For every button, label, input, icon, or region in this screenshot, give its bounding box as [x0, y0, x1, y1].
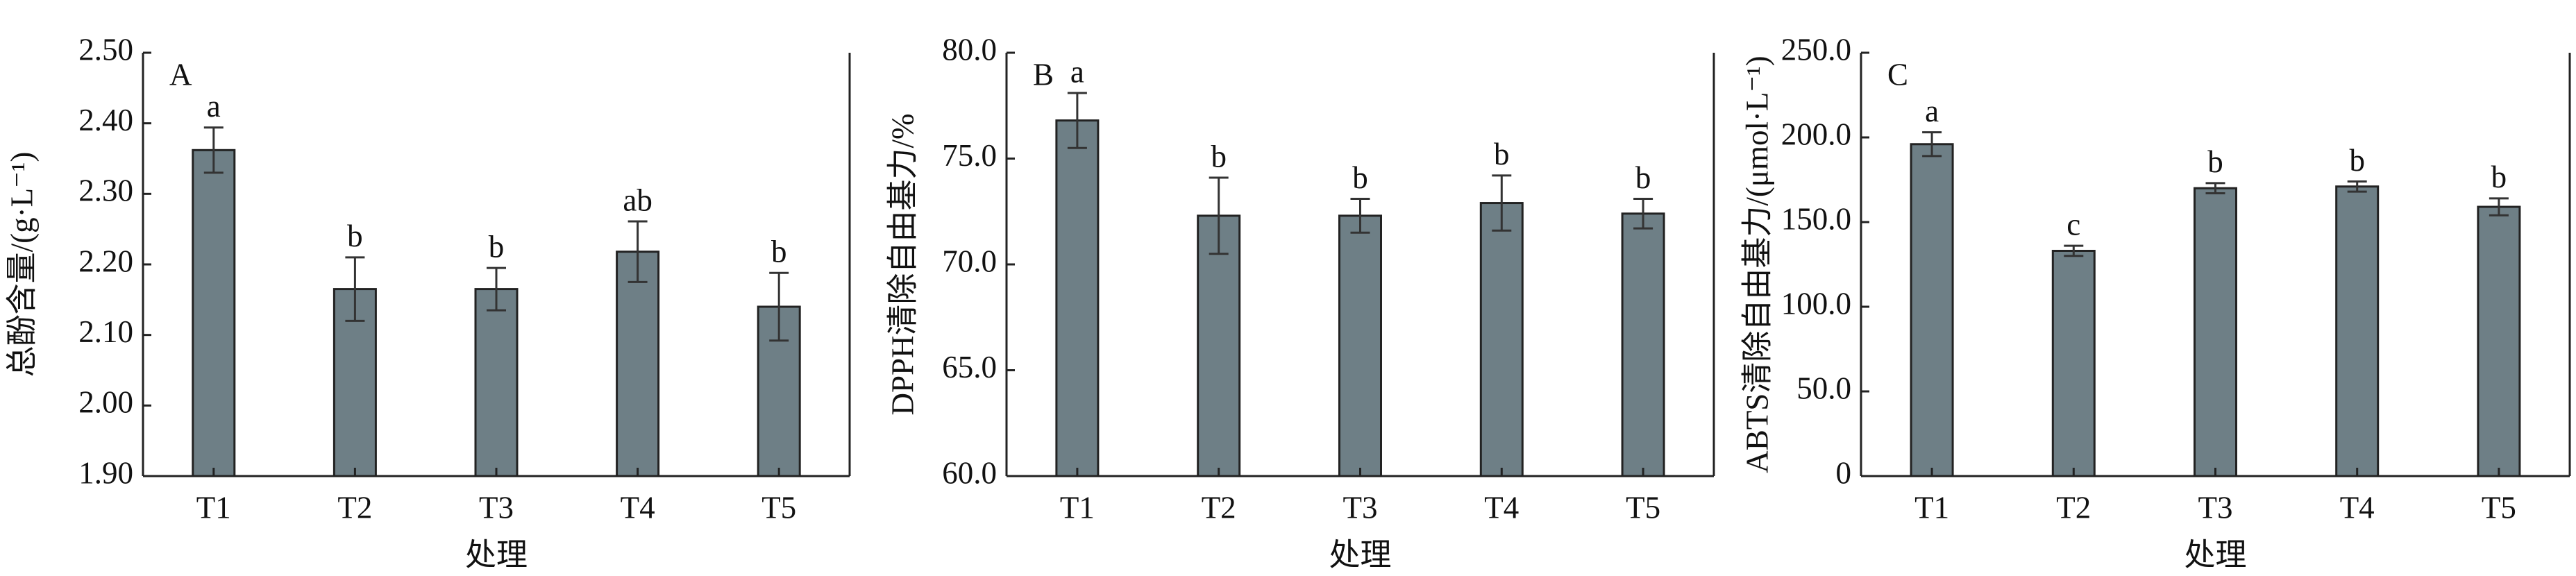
- y-tick-label: 100.0: [1781, 286, 1851, 321]
- x-tick-label: T2: [2056, 490, 2091, 525]
- x-tick-label: T4: [2340, 490, 2375, 525]
- x-axis-label: 处理: [2184, 537, 2246, 572]
- significance-letter: b: [1635, 160, 1651, 195]
- panel-label: A: [169, 57, 192, 92]
- x-tick-label: T3: [1343, 490, 1378, 525]
- significance-letter: b: [1494, 137, 1510, 171]
- significance-letter: a: [207, 89, 221, 124]
- significance-letter: b: [771, 235, 787, 269]
- bar: [616, 251, 660, 477]
- bar: [192, 149, 236, 477]
- bar: [1197, 214, 1241, 477]
- significance-letter: b: [2349, 143, 2365, 178]
- x-tick-label: T4: [1484, 490, 1519, 525]
- significance-letter: c: [2066, 207, 2080, 242]
- bar: [2194, 187, 2237, 477]
- x-tick-label: T2: [337, 490, 372, 525]
- bar: [2477, 205, 2521, 477]
- bar: [1055, 119, 1100, 477]
- significance-letter: ab: [623, 183, 652, 217]
- y-tick-label: 80.0: [942, 32, 997, 67]
- significance-letter: b: [347, 219, 363, 253]
- x-axis-label: 处理: [465, 537, 528, 572]
- y-tick-label: 75.0: [942, 138, 997, 173]
- significance-letter: a: [1925, 94, 1939, 128]
- panel-label: B: [1033, 57, 1054, 92]
- x-tick-label: T2: [1202, 490, 1236, 525]
- x-tick-label: T5: [1626, 490, 1660, 525]
- y-tick-label: 1.90: [78, 455, 133, 490]
- y-axis-label: 总酚含量/(g·L⁻¹): [4, 152, 39, 378]
- x-tick-label: T1: [1914, 490, 1949, 525]
- x-tick-label: T1: [1060, 490, 1095, 525]
- y-axis-label: DPPH清除自由基力/%: [885, 113, 920, 415]
- x-tick-label: T4: [621, 490, 655, 525]
- y-tick-label: 150.0: [1781, 201, 1851, 236]
- y-tick-label: 2.50: [78, 32, 133, 67]
- bar: [1910, 143, 1954, 477]
- bar: [474, 288, 519, 477]
- y-tick-label: 2.20: [78, 244, 133, 278]
- x-tick-label: T3: [479, 490, 514, 525]
- significance-letter: a: [1070, 54, 1084, 89]
- significance-letter: b: [489, 229, 505, 264]
- bar: [1338, 214, 1382, 477]
- bar: [1479, 202, 1524, 477]
- significance-letter: b: [2207, 144, 2223, 179]
- bar: [1621, 212, 1665, 477]
- x-tick-label: T3: [2198, 490, 2233, 525]
- y-tick-label: 250.0: [1781, 32, 1851, 67]
- y-tick-label: 200.0: [1781, 117, 1851, 151]
- significance-letter: b: [2491, 160, 2507, 194]
- y-tick-label: 50.0: [1796, 371, 1851, 405]
- y-tick-label: 2.10: [78, 314, 133, 349]
- x-axis-label: 处理: [1329, 537, 1391, 572]
- x-tick-label: T1: [196, 490, 231, 525]
- significance-letter: b: [1352, 160, 1368, 195]
- bar: [2051, 249, 2096, 477]
- significance-letter: b: [1211, 139, 1227, 173]
- x-tick-label: T5: [2482, 490, 2516, 525]
- y-tick-label: 70.0: [942, 244, 997, 278]
- y-tick-label: 60.0: [942, 455, 997, 490]
- y-tick-label: 2.00: [78, 385, 133, 420]
- y-tick-label: 2.40: [78, 103, 133, 137]
- y-axis-label: ABTS清除自由基力/(μmol·L⁻¹): [1740, 56, 1774, 473]
- x-tick-label: T5: [761, 490, 796, 525]
- y-tick-label: 65.0: [942, 350, 997, 384]
- bar: [2335, 185, 2380, 477]
- y-tick-label: 2.30: [78, 173, 133, 208]
- y-tick-label: 0: [1836, 455, 1852, 490]
- panel-label: C: [1887, 57, 1908, 92]
